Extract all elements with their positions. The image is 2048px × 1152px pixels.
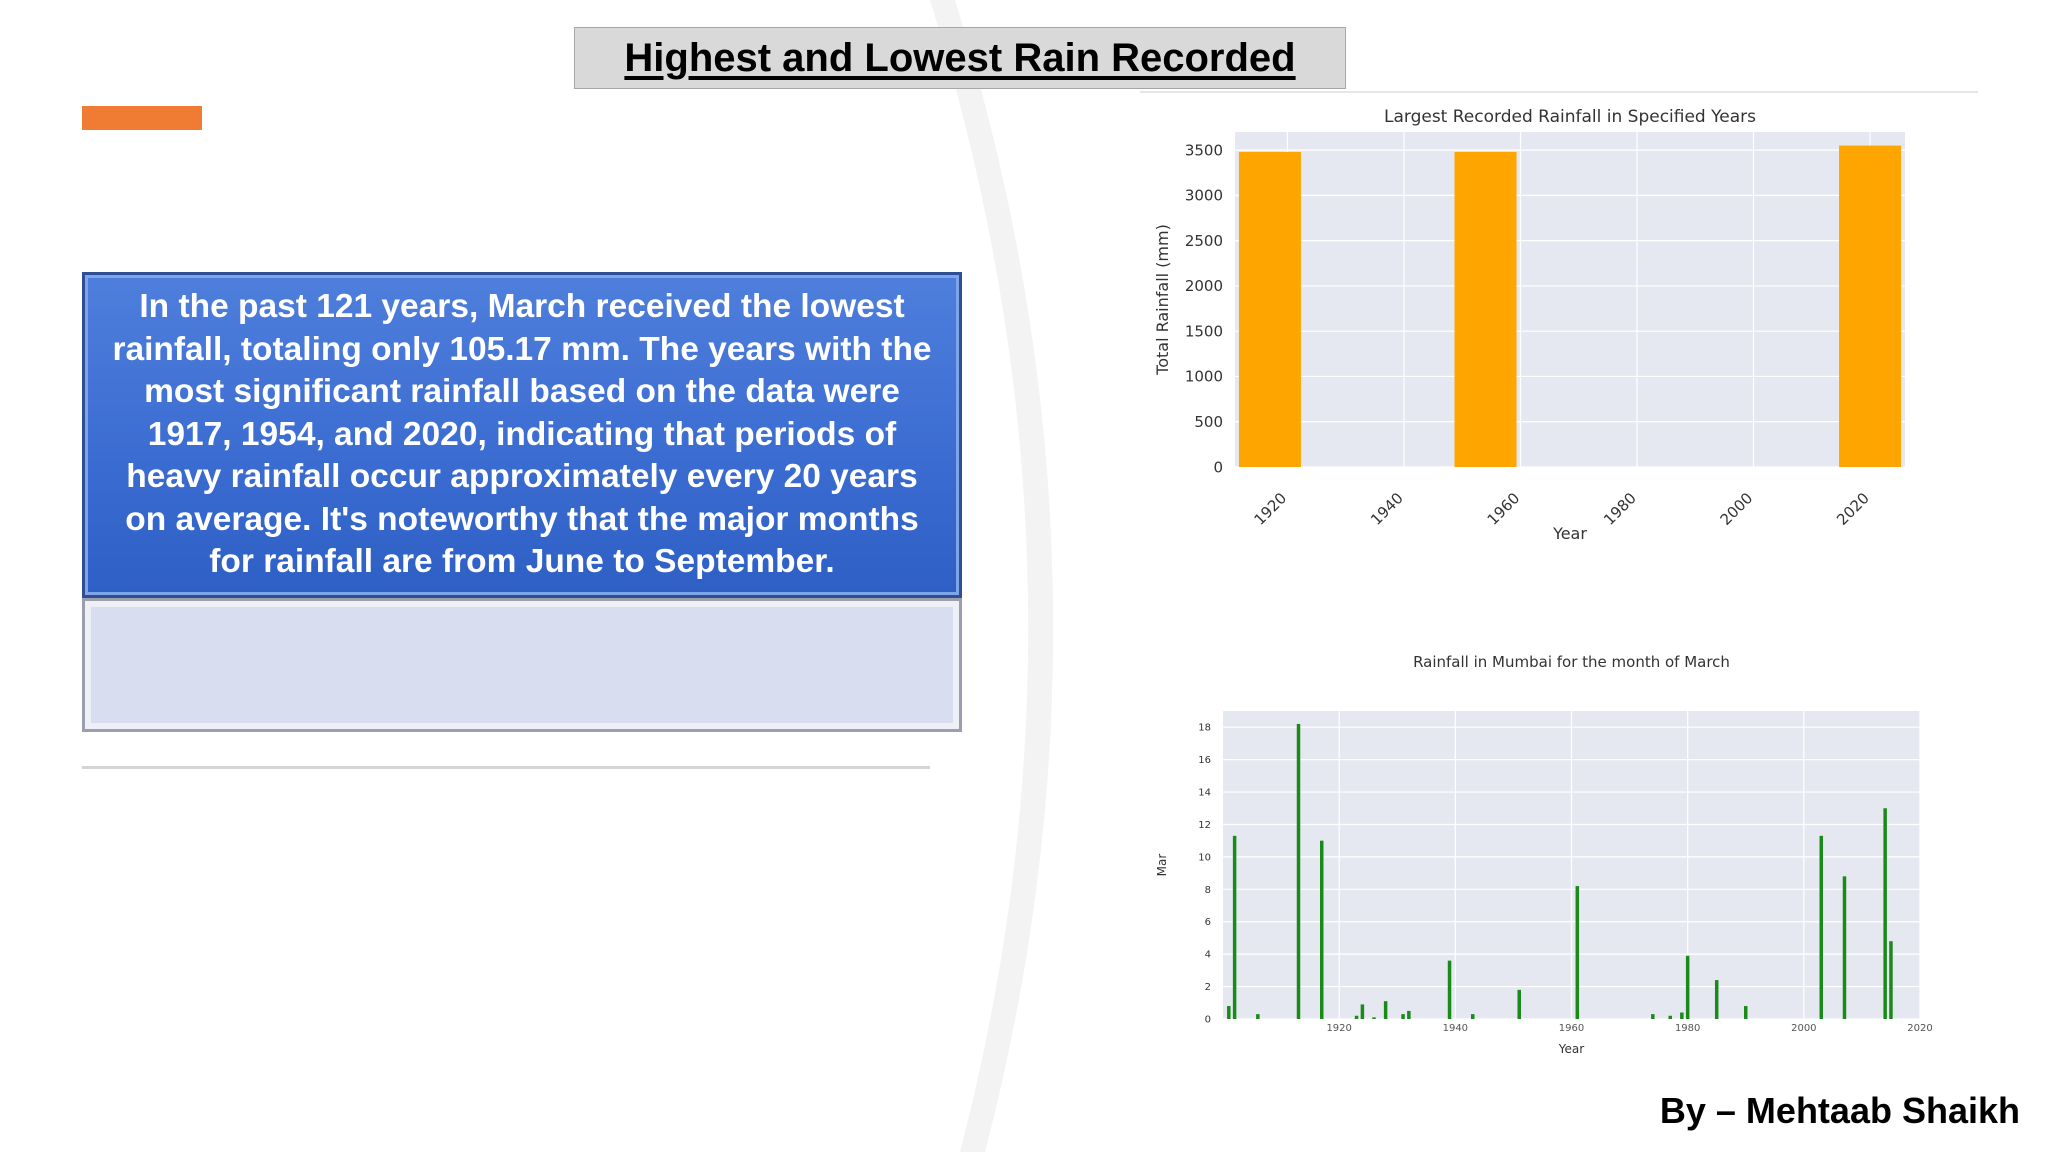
empty-panel — [82, 598, 962, 732]
bar-1924 — [1360, 1004, 1365, 1019]
left-divider — [82, 766, 930, 769]
summary-box: In the past 121 years, March received th… — [82, 272, 962, 598]
x-tick-label: 1920 — [1251, 489, 1291, 529]
y-tick-label: 12 — [1198, 820, 1211, 831]
x-tick-label: 1980 — [1600, 489, 1640, 529]
y-tick-label: 3000 — [1185, 187, 1223, 205]
y-tick-label: 0 — [1213, 458, 1223, 476]
x-tick-label: 1940 — [1443, 1023, 1468, 1034]
y-axis-label: Total Rainfall (mm) — [1153, 224, 1172, 376]
y-tick-label: 10 — [1198, 852, 1211, 863]
bar-1977 — [1668, 1015, 1672, 1019]
bar-1913 — [1296, 723, 1301, 1019]
bar-1932 — [1407, 1010, 1411, 1019]
accent-bar — [82, 106, 202, 130]
x-tick-label: 1920 — [1326, 1023, 1351, 1034]
x-tick-label: 1940 — [1367, 489, 1407, 529]
slide-title: Highest and Lowest Rain Recorded — [574, 27, 1346, 89]
title-divider — [1140, 91, 1978, 93]
x-tick-label: 2020 — [1907, 1023, 1932, 1034]
bar-1954 — [1454, 151, 1517, 467]
bar-2003 — [1819, 835, 1824, 1019]
x-tick-label: 1960 — [1484, 489, 1524, 529]
march-rainfall-chart: Rainfall in Mumbai for the month of Marc… — [1155, 653, 1933, 1056]
x-tick-label: 2000 — [1791, 1023, 1816, 1034]
bar-1990 — [1744, 1006, 1748, 1019]
bar-1931 — [1401, 1014, 1405, 1019]
bar-1926 — [1372, 1017, 1376, 1019]
x-axis-label: Year — [1552, 524, 1587, 543]
y-tick-label: 3500 — [1185, 141, 1223, 159]
y-tick-label: 2 — [1205, 982, 1211, 993]
bar-1980 — [1685, 955, 1690, 1019]
chart-title: Largest Recorded Rainfall in Specified Y… — [1384, 107, 1756, 127]
bar-2020 — [1839, 145, 1902, 467]
bar-1902 — [1232, 835, 1237, 1019]
bar-1928 — [1383, 1001, 1388, 1019]
bar-1979 — [1680, 1012, 1684, 1019]
summary-text: In the past 121 years, March received th… — [112, 288, 932, 581]
y-tick-label: 4 — [1205, 950, 1211, 961]
plot-area — [1235, 132, 1905, 467]
y-tick-label: 1000 — [1185, 368, 1223, 386]
y-tick-label: 14 — [1198, 788, 1211, 799]
y-tick-label: 2500 — [1185, 232, 1223, 250]
bar-1917 — [1238, 151, 1301, 467]
bar-1901 — [1227, 1006, 1231, 1019]
bar-2014 — [1883, 808, 1887, 1019]
y-tick-label: 1500 — [1185, 322, 1223, 340]
bar-1974 — [1651, 1014, 1655, 1019]
bar-1943 — [1471, 1014, 1475, 1019]
x-tick-label: 1960 — [1559, 1023, 1584, 1034]
bar-2015 — [1889, 941, 1893, 1019]
y-tick-label: 0 — [1205, 1015, 1211, 1026]
bar-1961 — [1575, 886, 1580, 1019]
bar-1917 — [1319, 840, 1324, 1019]
bar-1939 — [1447, 960, 1452, 1019]
bar-2007 — [1842, 876, 1847, 1019]
y-tick-label: 8 — [1205, 885, 1211, 896]
chart-title: Rainfall in Mumbai for the month of Marc… — [1413, 653, 1730, 671]
y-tick-label: 2000 — [1185, 277, 1223, 295]
x-tick-label: 1980 — [1675, 1023, 1700, 1034]
x-axis-label: Year — [1558, 1042, 1584, 1056]
x-tick-label: 2000 — [1717, 489, 1757, 529]
y-tick-label: 16 — [1198, 755, 1211, 766]
y-tick-label: 500 — [1194, 413, 1223, 431]
largest-rainfall-chart: Largest Recorded Rainfall in Specified Y… — [1153, 107, 1905, 543]
author-credit: By – Mehtaab Shaikh — [1659, 1090, 2020, 1131]
bar-1923 — [1354, 1015, 1359, 1019]
y-axis-label: Mar — [1155, 854, 1169, 877]
bar-1906 — [1256, 1014, 1260, 1019]
x-tick-label: 2020 — [1833, 489, 1873, 529]
y-tick-label: 18 — [1198, 723, 1211, 734]
bar-1951 — [1517, 989, 1521, 1019]
y-tick-label: 6 — [1205, 917, 1211, 928]
bar-1985 — [1714, 980, 1719, 1019]
